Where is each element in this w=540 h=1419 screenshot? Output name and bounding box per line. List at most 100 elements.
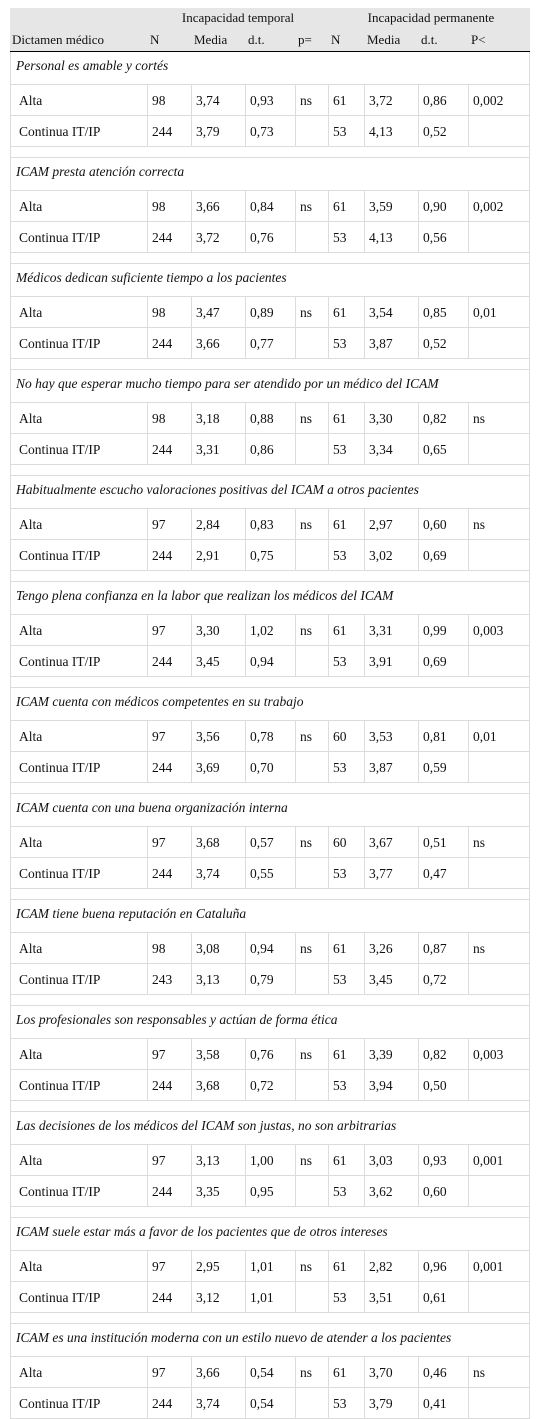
cell-dt-temporal: 0,72 <box>250 1077 274 1093</box>
cell-n-permanente: 61 <box>333 198 347 214</box>
cell-dt-permanente: 0,59 <box>423 759 447 775</box>
cell-media-temporal: 3,79 <box>196 123 220 139</box>
cell-dictamen: Alta <box>19 516 43 532</box>
cell-n-permanente: 61 <box>333 1258 347 1274</box>
cell-dt-temporal: 0,93 <box>250 92 274 108</box>
table-row: Alta 98 3,18 0,88 ns 61 3,30 0,82 ns <box>10 403 530 434</box>
table-group-header: Incapacidad temporal Incapacidad permane… <box>10 8 530 29</box>
cell-n-permanente: 53 <box>333 865 347 881</box>
cell-media-temporal: 3,69 <box>196 759 220 775</box>
table-row: Alta 97 3,58 0,76 ns 61 3,39 0,82 0,003 <box>10 1039 530 1070</box>
cell-media-permanente: 3,03 <box>369 1152 393 1168</box>
column-header-media-permanente: Media <box>367 31 401 47</box>
table-row: Alta 98 3,08 0,94 ns 61 3,26 0,87 ns <box>10 933 530 964</box>
cell-n-permanente: 53 <box>333 1077 347 1093</box>
column-header-p-permanente: P< <box>471 31 486 47</box>
cell-n-temporal: 97 <box>152 834 166 850</box>
section-title-row: Las decisiones de los médicos del ICAM s… <box>10 1112 530 1145</box>
table-row: Alta 98 3,74 0,93 ns 61 3,72 0,86 0,002 <box>10 85 530 116</box>
cell-dictamen: Continua IT/IP <box>19 1395 101 1411</box>
cell-n-temporal: 97 <box>152 516 166 532</box>
cell-p-permanente: 0,01 <box>473 728 497 744</box>
table-row: Continua IT/IP 244 3,35 0,95 53 3,62 0,60 <box>10 1176 530 1207</box>
cell-dt-permanente: 0,60 <box>423 1183 447 1199</box>
cell-media-temporal: 3,31 <box>196 441 220 457</box>
cell-n-temporal: 244 <box>152 1289 173 1305</box>
section-title: Médicos dedican suficiente tiempo a los … <box>16 270 287 285</box>
cell-dt-permanente: 0,85 <box>423 304 447 320</box>
cell-media-temporal: 3,66 <box>196 198 220 214</box>
cell-media-permanente: 3,70 <box>369 1364 393 1380</box>
cell-n-temporal: 244 <box>152 653 173 669</box>
section-title-row: Médicos dedican suficiente tiempo a los … <box>10 264 530 297</box>
cell-media-temporal: 3,74 <box>196 1395 220 1411</box>
cell-dt-temporal: 0,94 <box>250 653 274 669</box>
table-row: Continua IT/IP 244 3,74 0,55 53 3,77 0,47 <box>10 858 530 889</box>
cell-media-permanente: 3,91 <box>369 653 393 669</box>
cell-p-temporal: ns <box>300 198 313 214</box>
cell-n-permanente: 61 <box>333 622 347 638</box>
cell-n-temporal: 97 <box>152 1364 166 1380</box>
cell-dt-temporal: 1,01 <box>250 1258 274 1274</box>
cell-n-permanente: 53 <box>333 547 347 563</box>
cell-media-temporal: 3,47 <box>196 304 220 320</box>
cell-p-temporal: ns <box>300 940 313 956</box>
cell-media-temporal: 3,56 <box>196 728 220 744</box>
cell-dictamen: Alta <box>19 198 43 214</box>
cell-dt-permanente: 0,72 <box>423 971 447 987</box>
cell-dt-temporal: 0,57 <box>250 834 274 850</box>
cell-p-temporal: ns <box>300 516 313 532</box>
cell-n-temporal: 244 <box>152 1077 173 1093</box>
cell-dictamen: Alta <box>19 1258 43 1274</box>
cell-p-permanente <box>468 858 530 889</box>
table-row: Continua IT/IP 244 3,66 0,77 53 3,87 0,52 <box>10 328 530 359</box>
section-title: ICAM suele estar más a favor de los paci… <box>16 1224 388 1239</box>
cell-dt-temporal: 1,02 <box>250 622 274 638</box>
column-header-dt-temporal: d.t. <box>248 31 265 47</box>
cell-dt-temporal: 0,89 <box>250 304 274 320</box>
cell-dictamen: Alta <box>19 1364 43 1380</box>
cell-media-temporal: 3,12 <box>196 1289 220 1305</box>
cell-n-temporal: 97 <box>152 1258 166 1274</box>
cell-dt-permanente: 0,96 <box>423 1258 447 1274</box>
section-title: ICAM cuenta con médicos competentes en s… <box>16 694 304 709</box>
cell-p-temporal: ns <box>300 410 313 426</box>
section-title-row: ICAM es una institución moderna con un e… <box>10 1324 530 1357</box>
table-row: Alta 97 3,56 0,78 ns 60 3,53 0,81 0,01 <box>10 721 530 752</box>
cell-p-permanente <box>468 964 530 995</box>
cell-p-permanente: ns <box>473 410 486 426</box>
cell-p-permanente: 0,01 <box>473 304 497 320</box>
column-header-n-temporal: N <box>150 31 160 47</box>
cell-n-temporal: 97 <box>152 1046 166 1062</box>
cell-p-temporal <box>295 1176 328 1207</box>
cell-n-temporal: 244 <box>152 123 173 139</box>
cell-media-permanente: 3,02 <box>369 547 393 563</box>
cell-dt-permanente: 0,47 <box>423 865 447 881</box>
cell-dt-temporal: 1,01 <box>250 1289 274 1305</box>
cell-n-permanente: 61 <box>333 410 347 426</box>
cell-dt-permanente: 0,52 <box>423 335 447 351</box>
cell-dt-temporal: 0,78 <box>250 728 274 744</box>
cell-media-permanente: 3,59 <box>369 198 393 214</box>
cell-n-permanente: 61 <box>333 304 347 320</box>
section-title: ICAM es una institución moderna con un e… <box>16 1330 452 1345</box>
cell-dt-permanente: 0,56 <box>423 229 447 245</box>
cell-n-permanente: 53 <box>333 123 347 139</box>
cell-p-permanente: ns <box>473 516 486 532</box>
cell-dt-temporal: 0,86 <box>250 441 274 457</box>
cell-dt-permanente: 0,51 <box>423 834 447 850</box>
cell-media-permanente: 3,94 <box>369 1077 393 1093</box>
group-header-permanente: Incapacidad permanente <box>332 10 530 29</box>
cell-p-permanente <box>468 116 530 147</box>
cell-dt-permanente: 0,82 <box>423 1046 447 1062</box>
cell-dictamen: Alta <box>19 410 43 426</box>
cell-dt-permanente: 0,99 <box>423 622 447 638</box>
cell-media-temporal: 3,30 <box>196 622 220 638</box>
cell-dictamen: Continua IT/IP <box>19 971 101 987</box>
section-spacer <box>10 783 530 794</box>
section-spacer <box>10 571 530 582</box>
cell-n-permanente: 61 <box>333 1046 347 1062</box>
cell-media-permanente: 3,87 <box>369 759 393 775</box>
section-title: Las decisiones de los médicos del ICAM s… <box>16 1118 397 1133</box>
section-title-row: ICAM cuenta con médicos competentes en s… <box>10 688 530 721</box>
